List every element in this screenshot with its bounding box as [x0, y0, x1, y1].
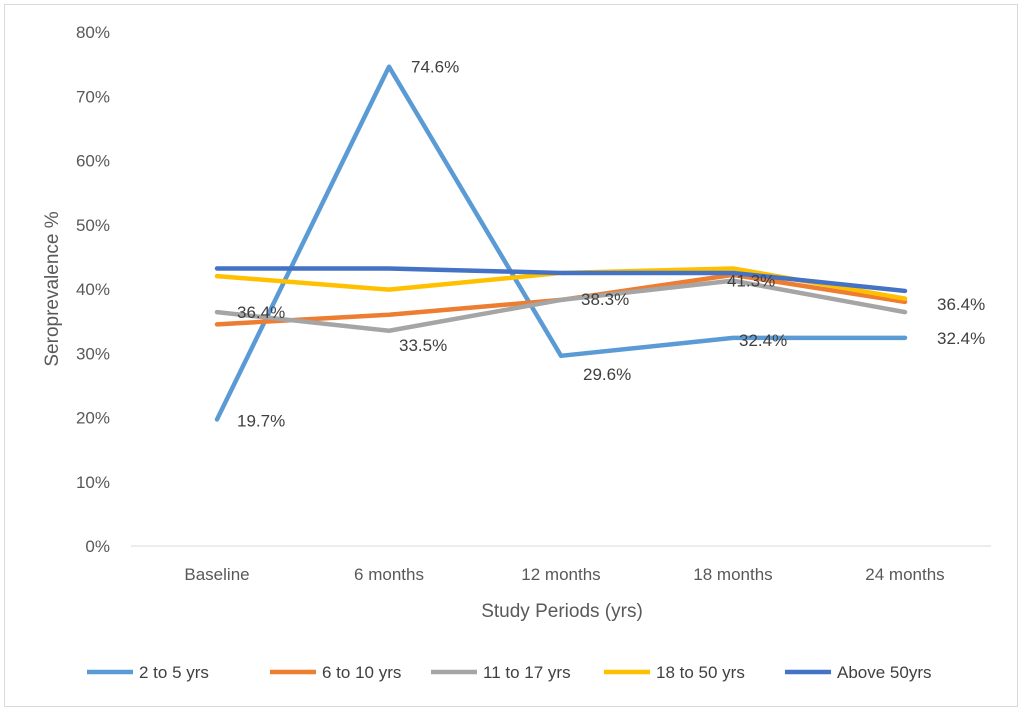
data-label: 36.4%	[937, 295, 985, 314]
series-line-3	[214, 278, 908, 334]
legend: 2 to 5 yrs 6 to 10 yrs 11 to 17 yrs 18 to 5…	[87, 663, 932, 682]
legend-label: Above 50yrs	[837, 663, 932, 682]
legend-label: 6 to 10 yrs	[322, 663, 401, 682]
x-axis-title: Study Periods (yrs)	[481, 601, 643, 622]
y-tick-label: 80%	[76, 23, 110, 42]
x-tick-label: 12 months	[521, 565, 600, 584]
data-label: 36.4%	[237, 303, 285, 322]
legend-label: 2 to 5 yrs	[139, 663, 209, 682]
chart-frame	[4, 4, 1018, 707]
legend-label: 18 to 50 yrs	[656, 663, 745, 682]
data-label: 29.6%	[583, 365, 631, 384]
data-label: 41.3%	[727, 272, 775, 291]
y-tick-label: 70%	[76, 87, 110, 106]
data-label: 33.5%	[399, 336, 447, 355]
y-tick-label: 60%	[76, 152, 110, 171]
y-tick-label: 40%	[76, 280, 110, 299]
y-tick-label: 0%	[85, 537, 110, 556]
axis-layer: 0% 10% 20% 30% 40% 50% 60% 70% 80% Baseline 6 mont…	[76, 23, 991, 584]
x-tick-label: 18 months	[693, 565, 772, 584]
data-label: 32.4%	[937, 329, 985, 348]
legend-label: 11 to 17 yrs	[483, 663, 571, 682]
y-tick-label: 30%	[76, 344, 110, 363]
data-label-layer: 19.7% 74.6% 29.6% 32.4% 32.4% 36.4% 33.5% 38.3%…	[237, 58, 985, 431]
data-label: 38.3%	[581, 290, 629, 309]
series-line-5	[214, 266, 908, 294]
data-label: 19.7%	[237, 411, 285, 430]
y-tick-label: 20%	[76, 409, 110, 428]
data-label: 32.4%	[739, 331, 787, 350]
x-tick-label: 24 months	[865, 565, 944, 584]
y-axis-title: Seroprevalence %	[42, 211, 63, 366]
y-tick-label: 10%	[76, 473, 110, 492]
x-tick-label: Baseline	[184, 565, 249, 584]
x-tick-label: 6 months	[354, 565, 424, 584]
data-label: 74.6%	[411, 58, 459, 77]
series-line-1	[214, 64, 908, 422]
y-tick-label: 50%	[76, 216, 110, 235]
series-layer	[214, 64, 908, 422]
